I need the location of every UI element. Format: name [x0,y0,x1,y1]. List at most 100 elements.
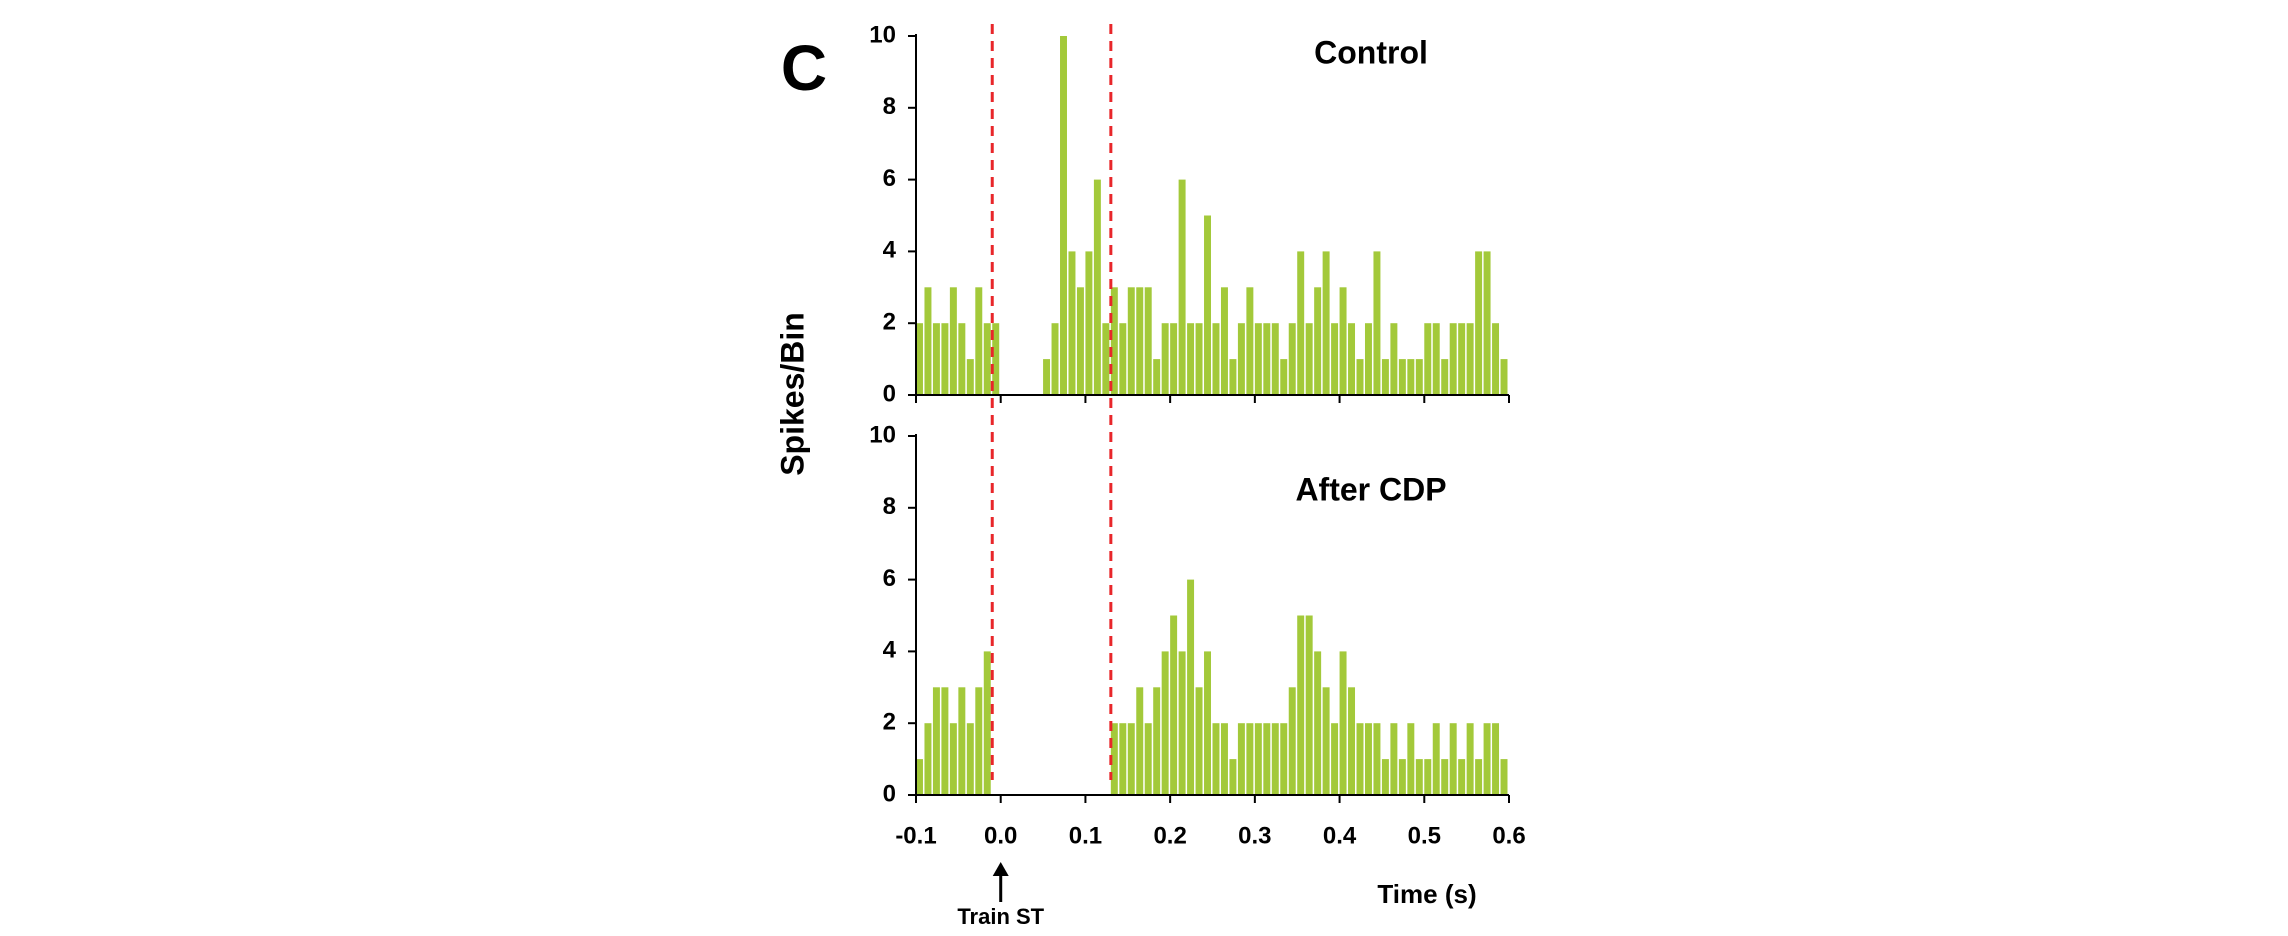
histogram-bar [1144,723,1152,795]
histogram-bar [1407,359,1415,395]
histogram-bar [1288,687,1296,795]
histogram-bar [1483,723,1491,795]
histogram-bar [1331,723,1339,795]
histogram-bar [1280,359,1288,395]
histogram-bar [1424,323,1432,395]
histogram-bar [949,723,957,795]
histogram-bar [1153,359,1161,395]
histogram-bar [1500,359,1508,395]
histogram-bar [1373,251,1381,395]
histogram-bar [1466,323,1474,395]
histogram-bar [1390,323,1398,395]
y-tick-label: 4 [883,237,897,264]
histogram-bar [1339,651,1347,795]
y-tick-label: 0 [883,780,896,807]
histogram-bar [1093,179,1101,395]
histogram-bar [1432,323,1440,395]
histogram-bar [1441,359,1449,395]
histogram-bar [983,323,991,395]
histogram-bar [1305,323,1313,395]
x-tick-label: 0.4 [1323,822,1357,849]
histogram-bar [1187,323,1195,395]
histogram-bar [1322,251,1330,395]
histogram-bar [932,687,940,795]
histogram-bar [941,687,949,795]
histogram-bar [1297,251,1305,395]
histogram-bar [1254,323,1262,395]
histogram-bar [1161,651,1169,795]
histogram-bar [1322,687,1330,795]
histogram-bar [916,759,923,795]
histogram-bar [1229,759,1237,795]
x-tick-label: 0.0 [984,822,1017,849]
histogram-bar [1254,723,1262,795]
histogram-bar [1246,723,1254,795]
histogram-bar [1153,687,1161,795]
histogram-bar [949,287,957,395]
histogram-bar [958,323,966,395]
histogram-bar [1432,723,1440,795]
histogram-bar [1364,723,1372,795]
histogram-bar [992,323,1000,395]
panel-label: C [781,32,827,104]
histogram-bar [966,723,974,795]
histogram-bar [1297,615,1305,795]
histogram-bar [1381,759,1389,795]
y-tick-label: 8 [883,93,896,120]
histogram-bar [1076,287,1084,395]
histogram-bar [1415,359,1423,395]
y-tick-label: 8 [883,493,896,520]
histogram-bar [1170,323,1178,395]
histogram-bar [1178,651,1186,795]
histogram-bar [924,287,932,395]
histogram-bar [1314,651,1322,795]
y-tick-label: 4 [883,637,897,664]
histogram-bar [1085,251,1093,395]
x-axis-label: Time (s) [1377,879,1476,909]
histogram-bar [1280,723,1288,795]
histogram-bar [1068,251,1076,395]
histogram-bar [1043,359,1051,395]
histogram-bar [1246,287,1254,395]
x-tick-label: -0.1 [895,822,936,849]
histogram-bar [1127,723,1135,795]
histogram-bar [1381,359,1389,395]
histogram-bar [1136,287,1144,395]
histogram-bar [916,323,923,395]
histogram-bar [983,651,991,795]
histogram-bar [1475,251,1483,395]
histogram-bar [1466,723,1474,795]
histogram-bar [1500,759,1508,795]
histogram-bar [1195,687,1203,795]
histogram-bar [1051,323,1059,395]
histogram-bar [1204,651,1211,795]
y-tick-label: 10 [869,21,896,48]
histogram-bar [1271,323,1279,395]
histogram-bar [966,359,974,395]
y-tick-label: 6 [883,565,896,592]
histogram-bar [1364,323,1372,395]
histogram-bar [1271,723,1279,795]
histogram-bar [1144,287,1152,395]
histogram-bar [1331,323,1339,395]
histogram-bar [1483,251,1491,395]
histogram-bar [1339,287,1347,395]
histogram-bar [1407,723,1415,795]
y-tick-label: 2 [883,709,896,736]
histogram-bar [1102,323,1110,395]
histogram-bar [958,687,966,795]
histogram-bar [1212,723,1220,795]
histogram-bar [1170,615,1178,795]
histogram-bar [1373,723,1381,795]
histogram-bar [1458,759,1466,795]
histogram-bar [1220,723,1228,795]
histogram-bar [1187,579,1195,795]
histogram-bar [1212,323,1220,395]
histogram-bar [1119,323,1127,395]
histogram-bar [1458,323,1466,395]
histogram-bar [1110,723,1118,795]
histogram-bar [1060,36,1067,395]
histogram-bar [941,323,949,395]
histogram-bar [1195,323,1203,395]
